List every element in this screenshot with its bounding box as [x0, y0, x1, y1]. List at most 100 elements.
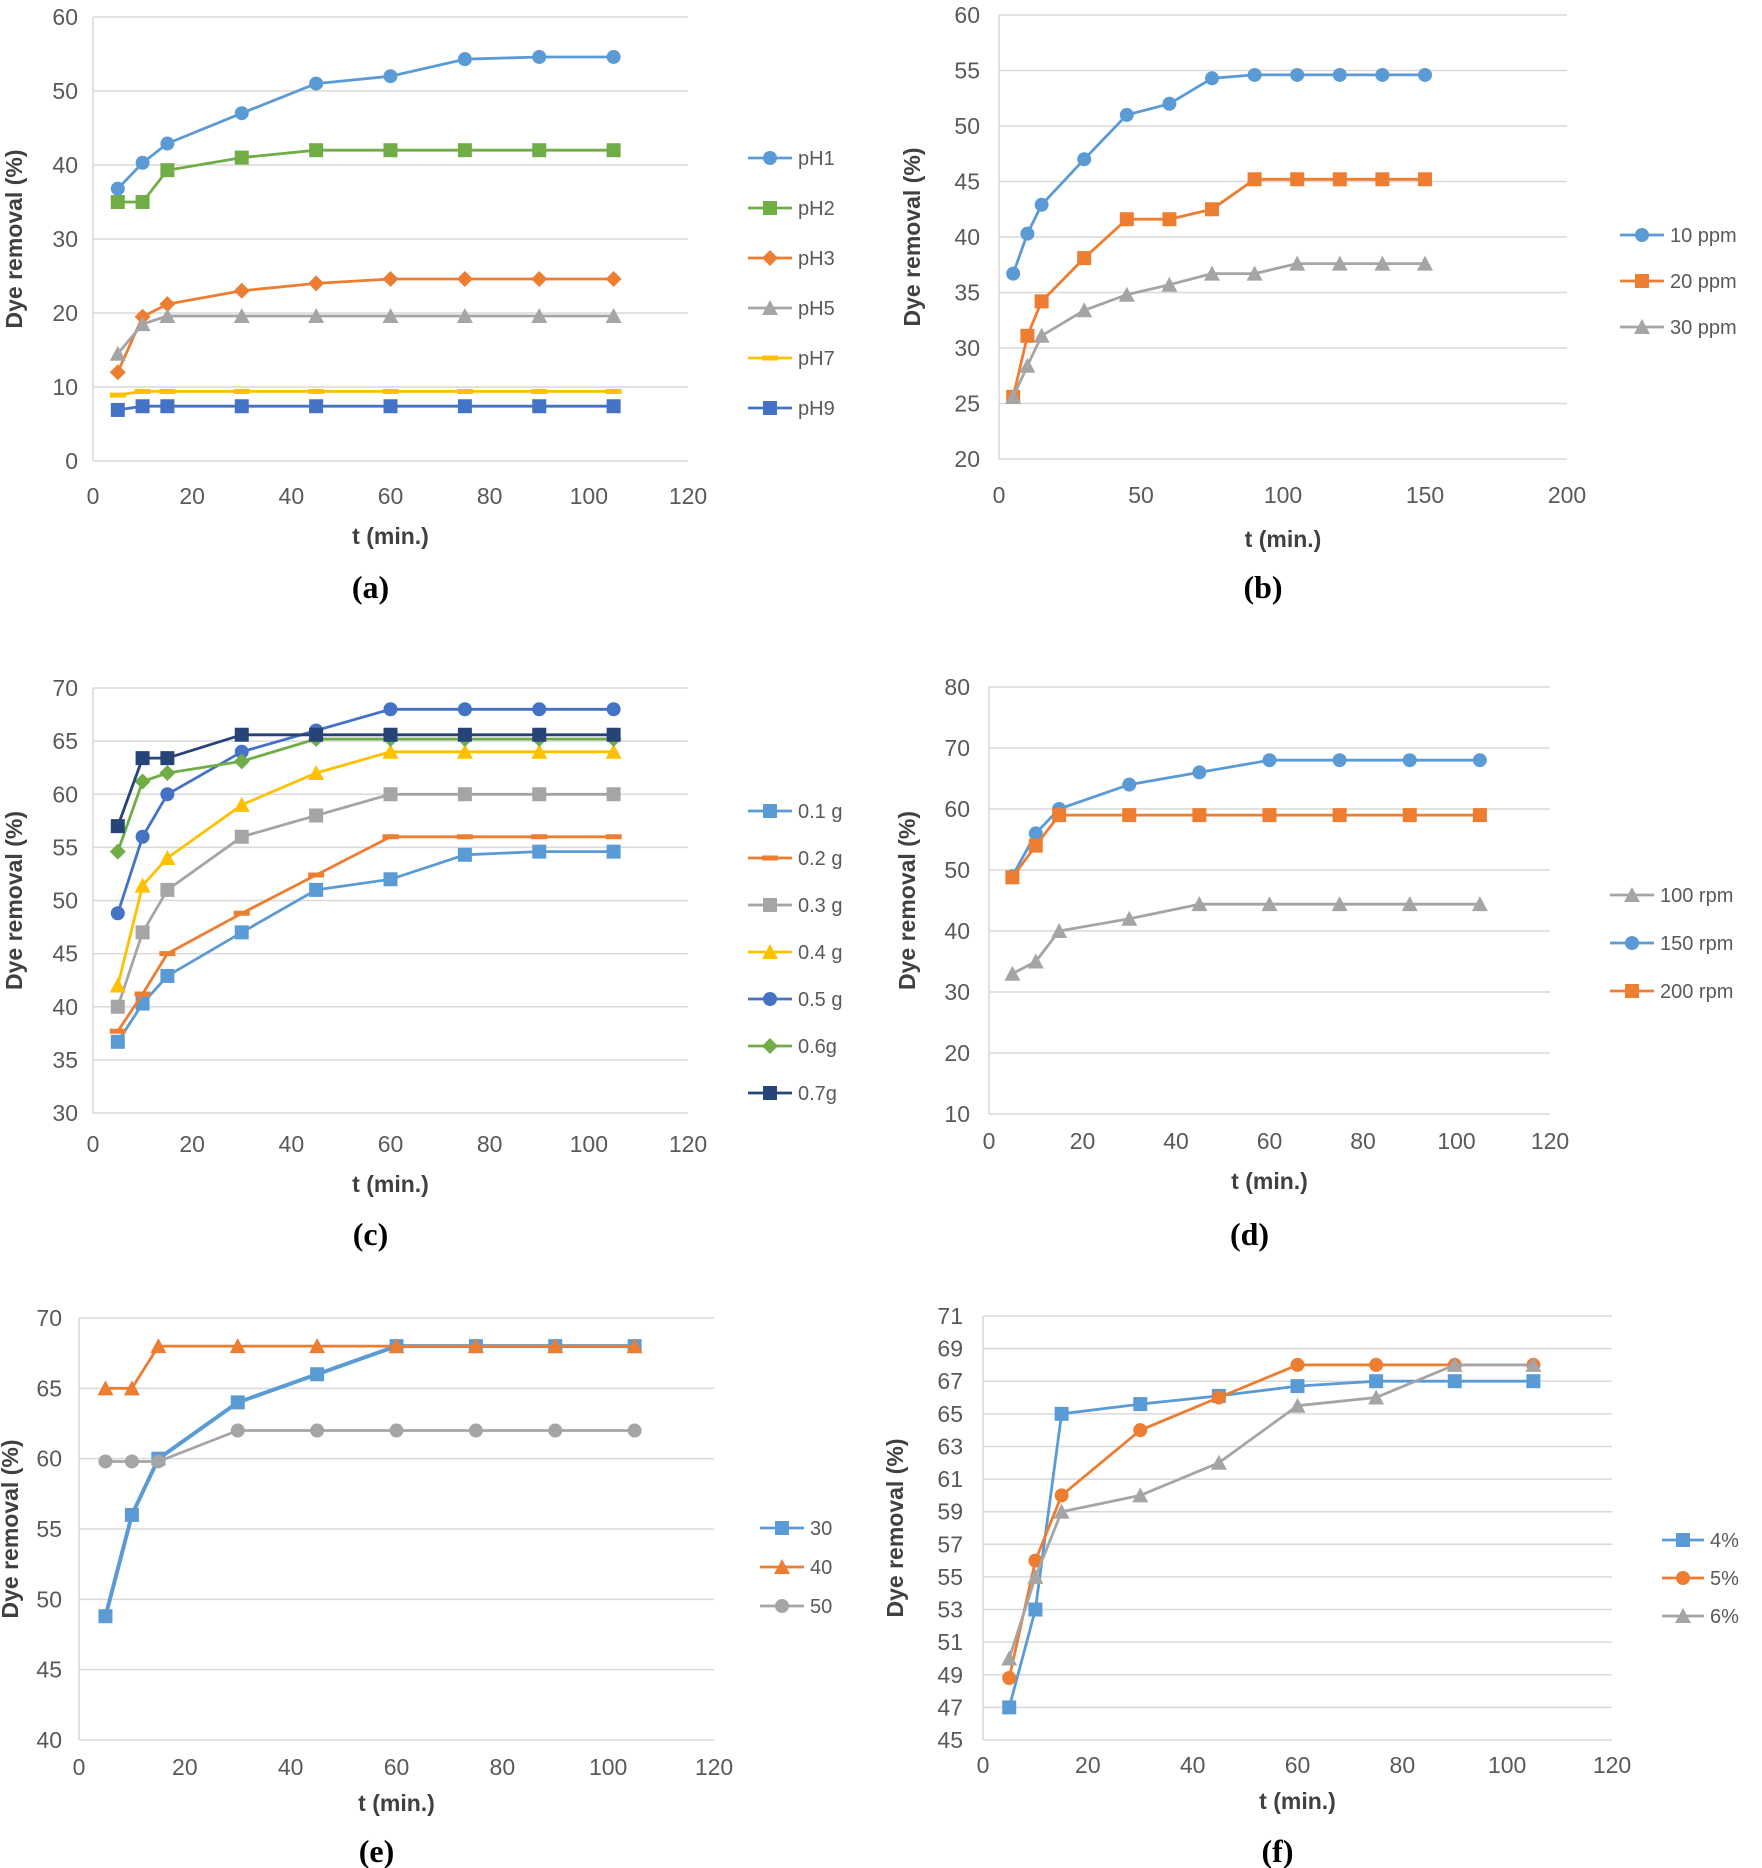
- data-point: [1375, 67, 1390, 82]
- data-point: [98, 1609, 113, 1624]
- legend: 0.1 g 0.2 g 0.3 g 0.4 g 0.5 g 0.6g 0.7g: [748, 801, 842, 1105]
- x-tick-label: 0: [87, 1131, 100, 1157]
- data-point: [383, 787, 398, 802]
- x-tick-label: 20: [1075, 1752, 1101, 1778]
- y-tick-label: 67: [937, 1368, 963, 1394]
- legend: 30 40 50: [760, 1518, 832, 1618]
- legend-entry: 200 rpm: [1660, 981, 1733, 1003]
- y-tick-label: 69: [937, 1336, 963, 1362]
- data-point: [531, 388, 548, 394]
- y-tick-label: 70: [52, 675, 78, 701]
- series-line-0.1-g: [116, 850, 614, 1043]
- data-point: [233, 388, 250, 394]
- data-point: [627, 1423, 642, 1438]
- data-point: [531, 270, 548, 287]
- legend-entry: 0.2 g: [798, 848, 842, 870]
- data-point: [1051, 923, 1068, 938]
- data-point: [1054, 1488, 1069, 1503]
- panel-label: (d): [1230, 1216, 1269, 1252]
- data-point: [159, 307, 176, 323]
- data-point: [109, 1028, 126, 1034]
- data-point: [1262, 753, 1277, 768]
- data-point: [382, 388, 399, 394]
- y-tick-label: 65: [52, 728, 78, 754]
- data-point: [1020, 226, 1035, 241]
- data-point: [383, 69, 398, 84]
- data-point: [1417, 255, 1433, 271]
- data-point: [110, 195, 125, 209]
- y-axis-title: Dye removal (%): [1, 150, 27, 329]
- y-tick-label: 45: [937, 1727, 963, 1753]
- y-tick-label: 10: [944, 1101, 970, 1127]
- legend-entry: 40: [810, 1557, 832, 1579]
- data-point: [308, 388, 325, 394]
- x-tick-label: 80: [1390, 1752, 1416, 1778]
- data-point: [606, 787, 621, 802]
- x-tick-label: 60: [378, 1131, 404, 1157]
- data-point: [230, 1395, 245, 1410]
- x-tick-label: 40: [1180, 1752, 1206, 1778]
- data-point: [1369, 1357, 1384, 1372]
- x-tick-label: 20: [172, 1754, 198, 1780]
- data-point: [456, 307, 473, 323]
- data-point: [135, 155, 150, 170]
- legend-entry: pH7: [798, 348, 835, 370]
- data-point: [97, 1380, 114, 1396]
- data-point: [160, 751, 175, 766]
- data-point: [309, 143, 324, 158]
- y-tick-label: 50: [52, 888, 78, 914]
- y-tick-label: 40: [52, 152, 78, 178]
- y-tick-label: 60: [944, 796, 970, 822]
- data-point: [1290, 67, 1305, 82]
- data-point: [135, 195, 150, 209]
- y-tick-label: 45: [36, 1657, 62, 1683]
- y-tick-label: 65: [36, 1375, 62, 1401]
- data-point: [1053, 1503, 1070, 1519]
- panel-label: (c): [353, 1216, 389, 1252]
- y-axis-title: Dye removal (%): [899, 148, 925, 327]
- x-axis-title: t (min.): [1231, 1168, 1308, 1194]
- y-tick-label: 10: [52, 374, 78, 400]
- data-point: [1121, 910, 1138, 926]
- y-tick-label: 55: [52, 834, 78, 860]
- legend-marker: [1635, 228, 1649, 242]
- data-point: [1402, 808, 1417, 823]
- panel-label: (a): [352, 569, 389, 605]
- y-tick-label: 53: [937, 1597, 963, 1623]
- panel-label: (e): [359, 1833, 395, 1868]
- data-point: [382, 834, 399, 840]
- y-tick-label: 63: [937, 1433, 963, 1459]
- data-point: [1332, 808, 1347, 823]
- chart-f: 45 47 49 51 53 55 57 59 61 63 65 67 69 71 0 20 40 60 80 100…: [882, 1303, 1739, 1868]
- y-axis-title: Dye removal (%): [894, 811, 920, 990]
- data-point: [605, 743, 622, 759]
- data-point: [1002, 1671, 1017, 1686]
- data-point: [109, 392, 126, 398]
- data-point: [1332, 67, 1347, 82]
- legend-entry: pH3: [798, 248, 835, 270]
- data-point: [468, 1423, 483, 1438]
- data-point: [1119, 107, 1134, 122]
- data-point: [456, 743, 473, 759]
- data-point: [233, 796, 250, 812]
- y-tick-label: 50: [954, 113, 980, 139]
- y-axis-title: Dye removal (%): [1, 811, 27, 990]
- data-point: [308, 765, 325, 780]
- data-point: [606, 844, 621, 859]
- legend-entry: 0.4 g: [798, 942, 842, 964]
- data-point: [1447, 1374, 1462, 1389]
- legend-marker: [775, 1521, 789, 1535]
- data-point: [1054, 1406, 1069, 1421]
- legend-marker: [1625, 936, 1639, 950]
- data-point: [456, 388, 473, 394]
- data-point: [383, 399, 398, 414]
- series-line-pH1: [116, 55, 614, 190]
- y-tick-label: 20: [944, 1040, 970, 1066]
- y-tick-label: 40: [954, 224, 980, 250]
- data-point: [457, 787, 472, 802]
- data-point: [532, 727, 547, 742]
- data-point: [1375, 172, 1390, 187]
- data-point: [383, 702, 398, 717]
- data-point: [1076, 302, 1093, 318]
